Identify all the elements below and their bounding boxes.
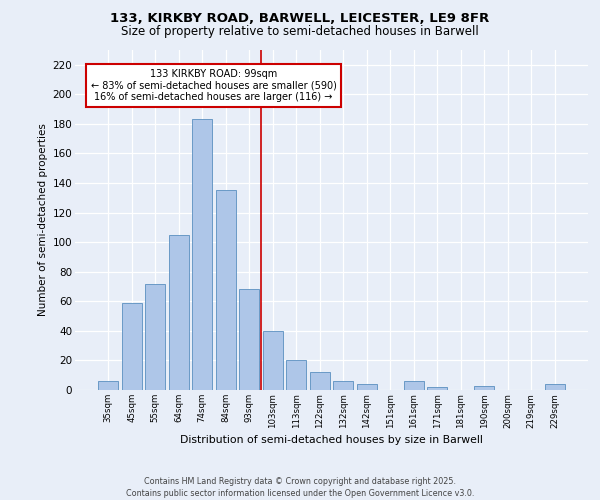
Bar <box>545 384 565 390</box>
Text: Contains public sector information licensed under the Open Government Licence v3: Contains public sector information licen… <box>126 489 474 498</box>
Text: Size of property relative to semi-detached houses in Barwell: Size of property relative to semi-detach… <box>121 25 479 38</box>
Bar <box>357 384 377 390</box>
Bar <box>310 372 330 390</box>
Bar <box>333 381 353 390</box>
Bar <box>427 387 447 390</box>
Text: 133 KIRKBY ROAD: 99sqm
← 83% of semi-detached houses are smaller (590)
16% of se: 133 KIRKBY ROAD: 99sqm ← 83% of semi-det… <box>91 68 337 102</box>
Bar <box>286 360 306 390</box>
Bar <box>263 331 283 390</box>
Bar <box>169 235 189 390</box>
Text: 133, KIRKBY ROAD, BARWELL, LEICESTER, LE9 8FR: 133, KIRKBY ROAD, BARWELL, LEICESTER, LE… <box>110 12 490 26</box>
Bar <box>122 303 142 390</box>
Bar <box>216 190 236 390</box>
Bar <box>98 381 118 390</box>
Y-axis label: Number of semi-detached properties: Number of semi-detached properties <box>38 124 49 316</box>
Bar <box>145 284 165 390</box>
Text: Contains HM Land Registry data © Crown copyright and database right 2025.: Contains HM Land Registry data © Crown c… <box>144 478 456 486</box>
X-axis label: Distribution of semi-detached houses by size in Barwell: Distribution of semi-detached houses by … <box>180 434 483 444</box>
Bar <box>239 290 259 390</box>
Bar <box>404 381 424 390</box>
Bar <box>192 120 212 390</box>
Bar <box>474 386 494 390</box>
